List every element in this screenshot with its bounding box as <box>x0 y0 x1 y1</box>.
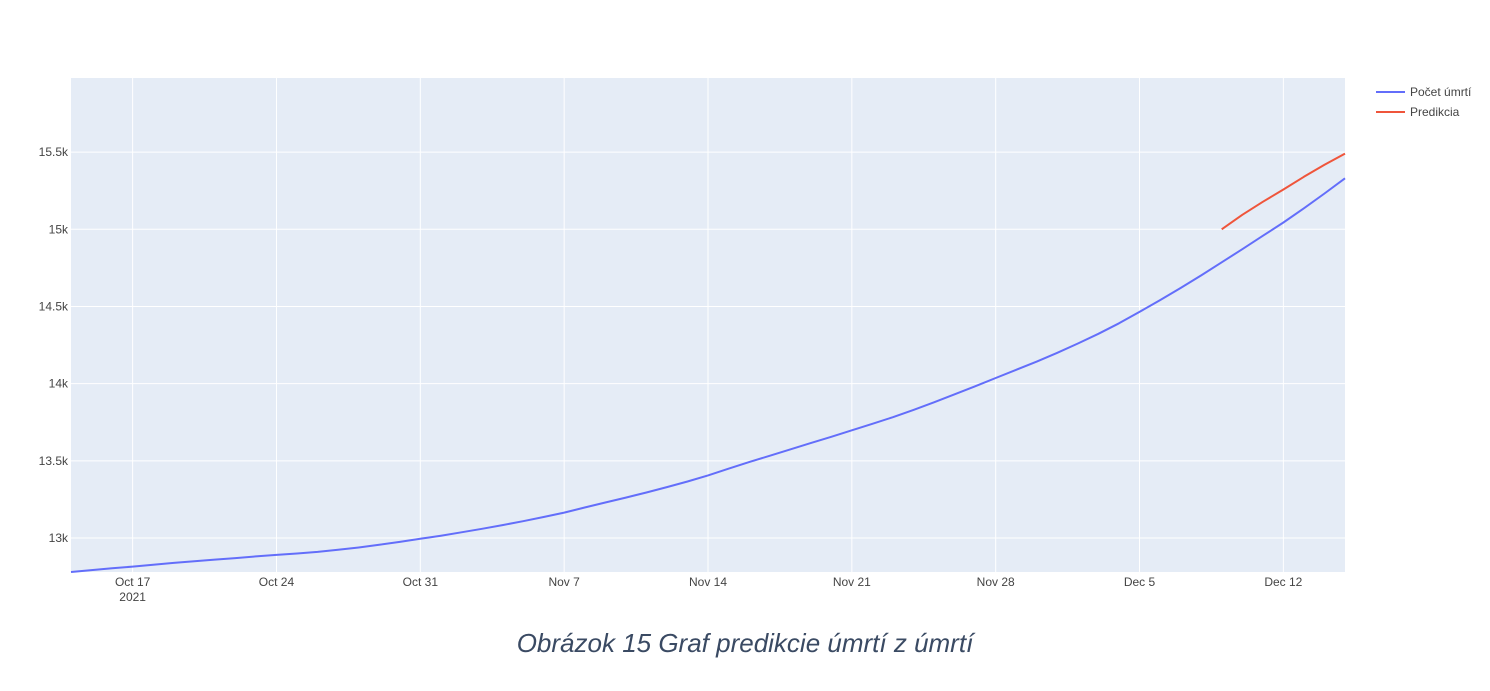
x-tick-label: Dec 5 <box>1124 575 1156 589</box>
figure-caption: Obrázok 15 Graf predikcie úmrtí z úmrtí <box>516 628 974 658</box>
x-tick-label: Dec 12 <box>1264 575 1302 589</box>
series-line-2 <box>1221 152 1346 231</box>
x-tick-label: Nov 14 <box>689 575 727 589</box>
y-tick-label: 14.5k <box>39 299 69 313</box>
x-tick-label: Oct 24 <box>259 575 295 589</box>
legend-item[interactable]: Predikcia <box>1376 105 1460 119</box>
x-tick-label: Nov 28 <box>977 575 1015 589</box>
y-gridlines <box>71 151 1345 539</box>
x-tick-label: Nov 21 <box>833 575 871 589</box>
x-gridlines <box>132 78 1284 572</box>
legend-label: Predikcia <box>1410 105 1460 119</box>
y-tick-label: 13.5k <box>39 454 69 468</box>
legend-item[interactable]: Počet úmrtí <box>1376 85 1472 99</box>
y-tick-label: 15k <box>49 222 69 236</box>
legend[interactable]: Počet úmrtí Predikcia <box>1376 85 1472 119</box>
y-tick-label: 15.5k <box>39 145 69 159</box>
x-tick-label: Nov 7 <box>548 575 580 589</box>
series-layer <box>70 152 1346 573</box>
series-line-1 <box>70 177 1346 573</box>
y-tick-label: 13k <box>49 531 69 545</box>
x-tick-label: Oct 17 <box>115 575 151 589</box>
x-tick-label: Oct 31 <box>403 575 439 589</box>
y-tick-label: 14k <box>49 377 69 391</box>
x-tick-year-label: 2021 <box>119 590 146 604</box>
y-axis: 13k 13.5k 14k 14.5k 15k 15.5k <box>39 145 69 545</box>
legend-label: Počet úmrtí <box>1410 85 1472 99</box>
